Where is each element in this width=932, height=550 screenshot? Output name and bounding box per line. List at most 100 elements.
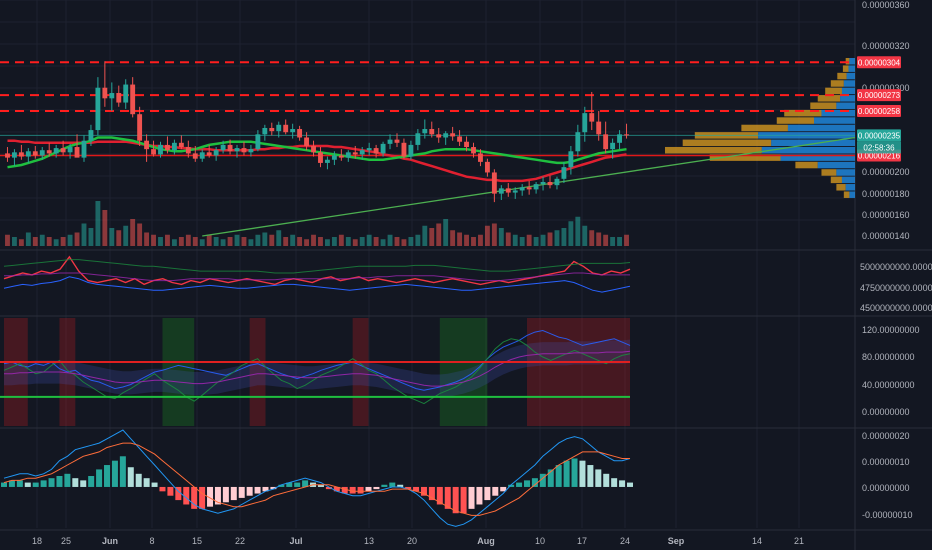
trendline[interactable]	[202, 136, 856, 237]
macd-histogram-bar	[627, 482, 633, 487]
candle-body[interactable]	[561, 167, 567, 179]
candle-body[interactable]	[290, 129, 296, 133]
candle-body[interactable]	[171, 142, 177, 151]
candle-body[interactable]	[283, 124, 289, 133]
candle-body[interactable]	[554, 178, 560, 186]
candle-body[interactable]	[610, 142, 616, 150]
candle-body[interactable]	[220, 144, 226, 151]
candle-body[interactable]	[471, 147, 476, 154]
macd-panel[interactable]	[1, 429, 633, 527]
candle-body[interactable]	[617, 134, 623, 143]
candle-body[interactable]	[11, 152, 17, 158]
candle-body[interactable]	[60, 148, 66, 153]
candle-body[interactable]	[359, 150, 365, 155]
candle-body[interactable]	[5, 153, 10, 158]
candle-body[interactable]	[255, 134, 261, 150]
candle-body[interactable]	[464, 141, 469, 148]
candle-body[interactable]	[338, 155, 344, 158]
candle-body[interactable]	[248, 149, 254, 153]
volume-profile-down	[830, 80, 844, 87]
candle-body[interactable]	[95, 87, 101, 131]
candle-body[interactable]	[304, 137, 310, 146]
candle-body[interactable]	[526, 187, 532, 190]
candle-body[interactable]	[53, 148, 59, 154]
candle-body[interactable]	[373, 148, 379, 154]
candle-body[interactable]	[46, 150, 52, 154]
candle-body[interactable]	[109, 93, 115, 99]
candle-body[interactable]	[498, 188, 504, 194]
candle-body[interactable]	[478, 153, 483, 162]
candle-body[interactable]	[213, 150, 219, 156]
candle-body[interactable]	[32, 151, 38, 156]
candle-body[interactable]	[352, 152, 358, 155]
candle-body[interactable]	[366, 148, 372, 151]
candle-body[interactable]	[67, 147, 73, 153]
candle-body[interactable]	[624, 134, 629, 136]
candle-body[interactable]	[318, 152, 323, 163]
candle-body[interactable]	[227, 144, 233, 152]
candle-body[interactable]	[436, 134, 442, 138]
candle-body[interactable]	[130, 84, 136, 115]
candle-body[interactable]	[234, 148, 240, 152]
indicator-panel-1[interactable]	[3, 255, 631, 293]
candle-body[interactable]	[415, 133, 421, 145]
candle-body[interactable]	[408, 144, 414, 157]
candle-body[interactable]	[269, 127, 275, 132]
candle-body[interactable]	[324, 159, 330, 163]
indicator-panel-2[interactable]	[0, 318, 631, 426]
candle-body[interactable]	[484, 161, 490, 173]
candle-body[interactable]	[519, 187, 525, 191]
price-axis[interactable]: 0.00000360 0.00000320 0.00000300 0.00000200…	[857, 0, 932, 520]
candle-body[interactable]	[603, 134, 609, 150]
candle-body[interactable]	[151, 149, 156, 155]
candle-body[interactable]	[380, 143, 386, 154]
candle-body[interactable]	[540, 181, 546, 185]
candle-body[interactable]	[18, 152, 24, 157]
candle-body[interactable]	[88, 130, 94, 141]
candle-body[interactable]	[276, 124, 282, 132]
candle-body[interactable]	[387, 139, 393, 144]
candle-body[interactable]	[568, 151, 574, 168]
candle-body[interactable]	[505, 188, 511, 193]
candle-body[interactable]	[394, 139, 400, 143]
candle-body[interactable]	[144, 140, 150, 150]
time-axis[interactable]: 18 25 Jun 8 15 22 Jul 13 20 Aug 10 17 24 Sep 14 21	[32, 536, 804, 546]
candle-body[interactable]	[429, 129, 435, 135]
candle-body[interactable]	[192, 153, 198, 159]
candle-body[interactable]	[165, 144, 170, 151]
candle-body[interactable]	[185, 147, 191, 154]
candle-body[interactable]	[491, 172, 497, 194]
candle-body[interactable]	[589, 113, 595, 122]
candle-body[interactable]	[450, 133, 456, 137]
price-panel[interactable]	[0, 58, 856, 246]
candle-body[interactable]	[422, 129, 428, 134]
candle-body[interactable]	[596, 121, 602, 135]
candle-body[interactable]	[262, 127, 268, 135]
candle-body[interactable]	[199, 152, 205, 159]
candle-body[interactable]	[102, 87, 108, 99]
candle-body[interactable]	[533, 184, 539, 190]
candle-body[interactable]	[547, 181, 553, 186]
candle-body[interactable]	[582, 113, 588, 133]
candle-body[interactable]	[311, 145, 316, 153]
candle-body[interactable]	[443, 133, 449, 138]
candle-body[interactable]	[345, 152, 351, 158]
candle-body[interactable]	[116, 93, 122, 103]
candle-body[interactable]	[123, 84, 129, 103]
candle-body[interactable]	[206, 152, 212, 156]
candle-body[interactable]	[39, 150, 45, 156]
candle-body[interactable]	[74, 147, 80, 158]
candle-body[interactable]	[401, 142, 407, 157]
candle-body[interactable]	[25, 151, 31, 157]
candle-body[interactable]	[241, 148, 247, 153]
candle-body[interactable]	[512, 190, 518, 193]
candle-body[interactable]	[297, 129, 303, 138]
candle-body[interactable]	[81, 140, 87, 158]
candle-body[interactable]	[178, 142, 184, 148]
candle-body[interactable]	[575, 132, 581, 152]
candle-body[interactable]	[137, 114, 143, 141]
candle-body[interactable]	[158, 144, 163, 155]
candle-body[interactable]	[331, 155, 337, 160]
candle-body[interactable]	[457, 136, 463, 142]
